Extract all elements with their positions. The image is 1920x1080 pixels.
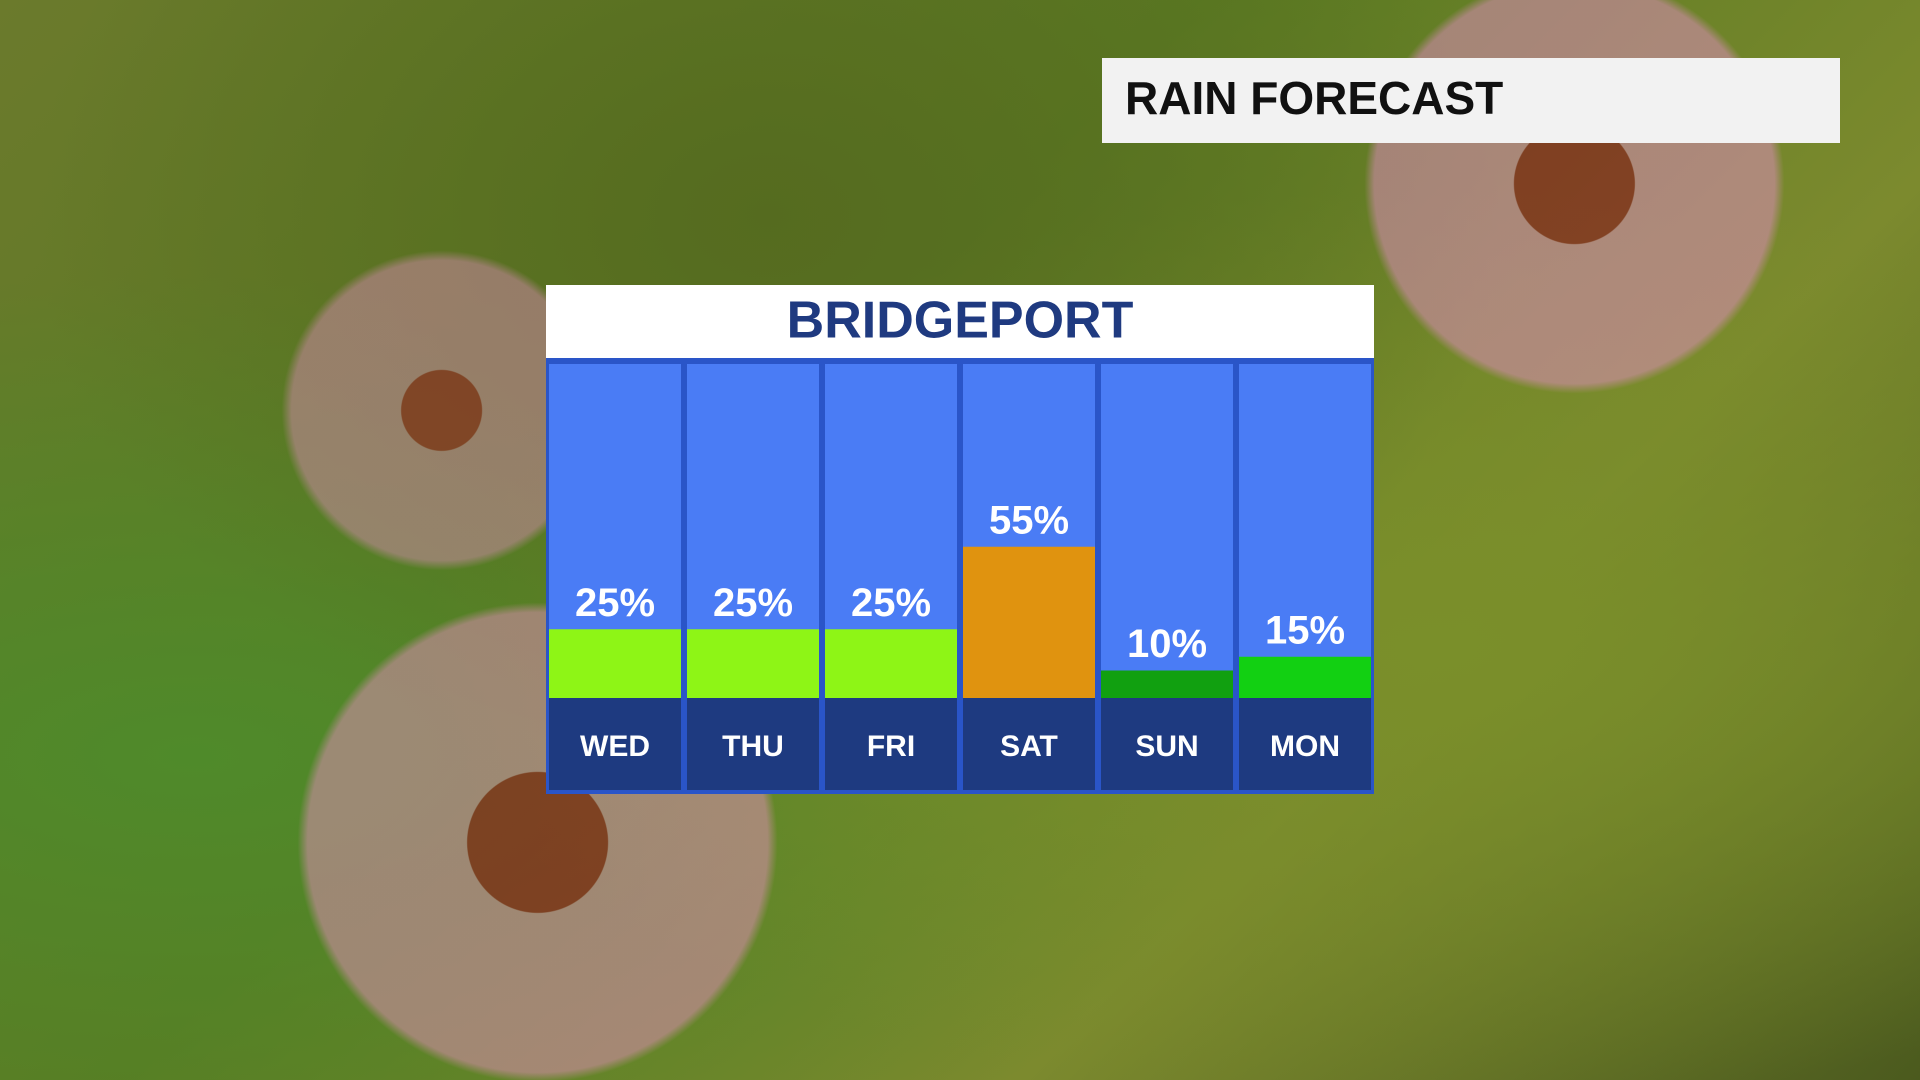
bar (687, 629, 819, 698)
chart-title: RAIN FORECAST (1125, 72, 1503, 124)
bar (1101, 670, 1233, 698)
column (1239, 364, 1371, 698)
x-tick-label: SUN (1135, 730, 1198, 763)
subtitle-box (546, 285, 1374, 358)
column (1101, 364, 1233, 698)
day-box (1101, 698, 1233, 790)
value-label: 15% (1265, 608, 1345, 652)
day-box (549, 698, 681, 790)
x-tick-label: WED (580, 730, 650, 763)
x-tick-label: FRI (867, 730, 915, 763)
value-label: 55% (989, 498, 1069, 542)
day-box (825, 698, 957, 790)
value-label: 25% (713, 581, 793, 625)
value-label: 25% (851, 581, 931, 625)
value-label: 10% (1127, 622, 1207, 666)
value-label: 25% (575, 581, 655, 625)
bar (1239, 656, 1371, 698)
title-box (1102, 58, 1840, 143)
panel (546, 285, 1374, 794)
subtitle: BRIDGEPORT (787, 292, 1134, 350)
bar (963, 546, 1095, 698)
x-tick-label: THU (722, 730, 784, 763)
day-box (687, 698, 819, 790)
x-tick-label: MON (1270, 730, 1340, 763)
x-tick-label: SAT (1000, 730, 1058, 763)
day-box (963, 698, 1095, 790)
bar (549, 629, 681, 698)
day-box (1239, 698, 1371, 790)
bar (825, 629, 957, 698)
